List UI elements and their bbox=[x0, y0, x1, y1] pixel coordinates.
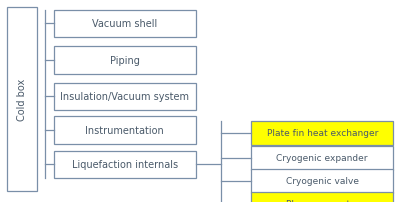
FancyBboxPatch shape bbox=[251, 146, 393, 170]
Text: Cryogenic valve: Cryogenic valve bbox=[286, 176, 359, 185]
FancyBboxPatch shape bbox=[7, 8, 37, 191]
Text: Cryogenic expander: Cryogenic expander bbox=[277, 154, 368, 162]
FancyBboxPatch shape bbox=[54, 83, 196, 111]
Text: Liquefaction internals: Liquefaction internals bbox=[72, 160, 178, 170]
Text: Insulation/Vacuum system: Insulation/Vacuum system bbox=[60, 92, 189, 102]
Text: Piping: Piping bbox=[110, 56, 140, 66]
Text: Plate fin heat exchanger: Plate fin heat exchanger bbox=[267, 129, 378, 138]
FancyBboxPatch shape bbox=[54, 11, 196, 38]
Text: Instrumentation: Instrumentation bbox=[85, 125, 164, 135]
FancyBboxPatch shape bbox=[251, 192, 393, 202]
Text: Cold box: Cold box bbox=[17, 78, 27, 121]
FancyBboxPatch shape bbox=[54, 151, 196, 178]
FancyBboxPatch shape bbox=[54, 117, 196, 144]
Text: Phase separator: Phase separator bbox=[286, 199, 359, 202]
FancyBboxPatch shape bbox=[251, 169, 393, 193]
FancyBboxPatch shape bbox=[251, 121, 393, 145]
Text: Vacuum shell: Vacuum shell bbox=[92, 19, 157, 29]
FancyBboxPatch shape bbox=[54, 47, 196, 74]
